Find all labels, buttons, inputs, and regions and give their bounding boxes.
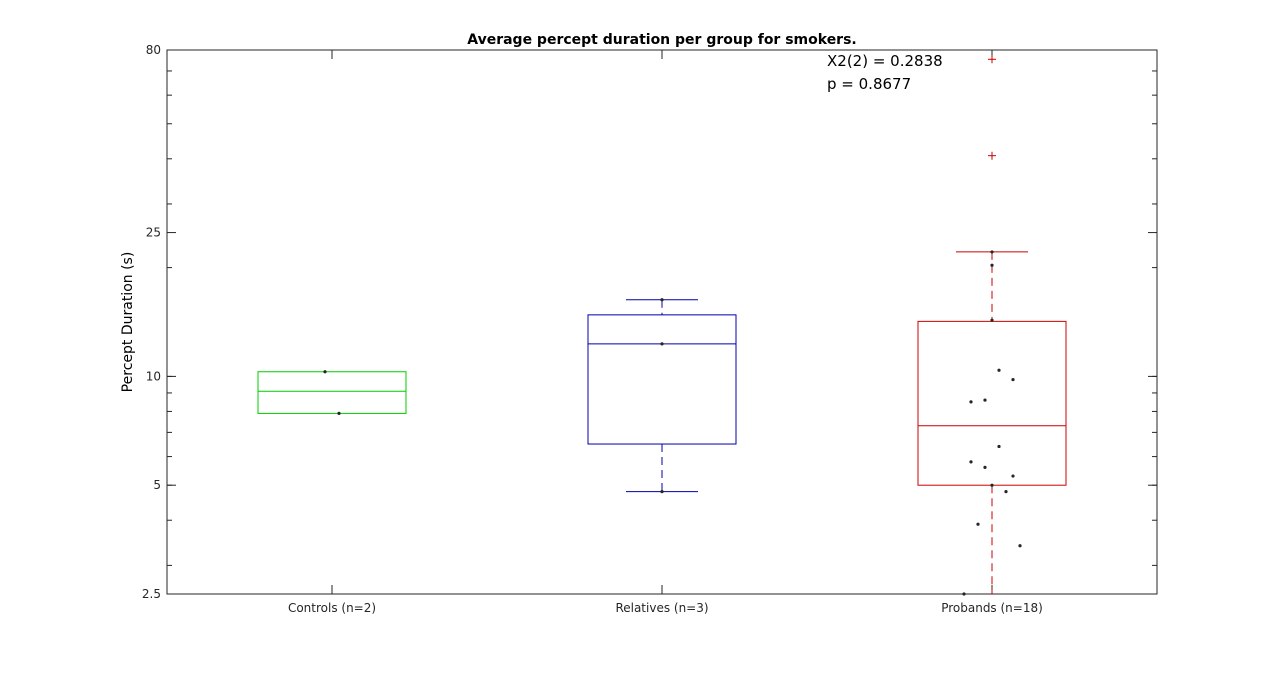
- data-point: [337, 411, 341, 416]
- stat-chi-square: X2(2) = 0.2838: [827, 52, 943, 70]
- plot-area: [167, 50, 1157, 594]
- data-point: [1011, 377, 1015, 382]
- y-tick-label: 5: [153, 478, 161, 492]
- x-tick-label: Relatives (n=3): [615, 601, 708, 615]
- data-point: [969, 400, 973, 404]
- y-tick-label: 10: [146, 369, 161, 383]
- box-group: [587, 298, 737, 494]
- y-axis-label: Percept Duration (s): [120, 252, 136, 393]
- data-point: [323, 370, 327, 374]
- data-point: [976, 522, 980, 526]
- data-point: [983, 398, 987, 402]
- box-iqr: [257, 371, 407, 414]
- y-tick-label: 2.5: [142, 587, 161, 601]
- data-point: [969, 460, 973, 464]
- axes-ticks: 2.5 5 10 25 80 Controls (n=2) Relatives (n=3) P…: [142, 43, 1157, 615]
- data-point: [660, 298, 664, 302]
- data-point: [660, 342, 664, 346]
- data-point: [990, 263, 994, 267]
- data-point: [990, 318, 994, 322]
- box-group: [257, 370, 407, 416]
- data-point: [990, 250, 994, 254]
- data-point: [990, 483, 994, 487]
- box-iqr: [587, 314, 737, 445]
- chart-title: Average percept duration per group for s…: [467, 32, 857, 48]
- data-point: [1018, 544, 1022, 548]
- data-point: [1004, 490, 1008, 494]
- stat-p-value: p = 0.8677: [827, 75, 911, 93]
- data-point: [1011, 474, 1015, 478]
- data-point: [660, 490, 664, 494]
- data-point: [997, 368, 1001, 372]
- y-tick-label: 80: [146, 43, 161, 57]
- x-tick-label: Probands (n=18): [941, 601, 1043, 615]
- axes-frame: [166, 49, 1158, 595]
- y-tick-label: 25: [146, 226, 161, 240]
- data-point: [997, 444, 1001, 449]
- data-point: [983, 465, 987, 470]
- x-tick-label: Controls (n=2): [288, 601, 376, 615]
